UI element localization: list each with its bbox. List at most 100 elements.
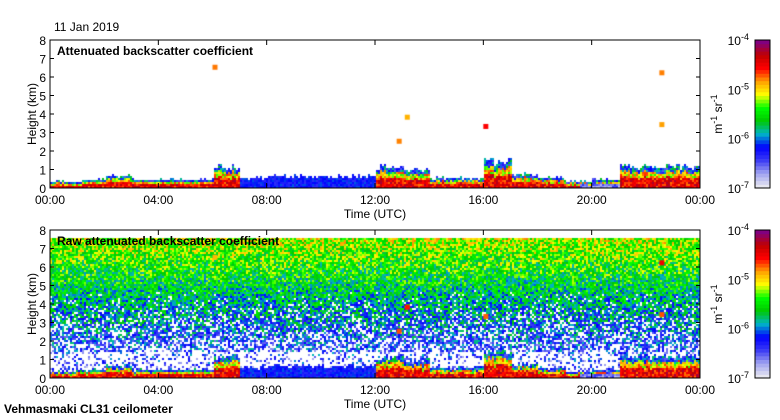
- colorbar-segment: [755, 77, 770, 82]
- colorbar-segment: [755, 125, 770, 130]
- y-tick-label: 7: [39, 53, 46, 67]
- y-tick-label: 0: [39, 182, 46, 196]
- colorbar-segment: [755, 40, 770, 45]
- colorbar-segment: [755, 315, 770, 320]
- colorbar-segment: [755, 65, 770, 71]
- x-tick-label: 12:00: [360, 193, 390, 207]
- colorbar-segment: [755, 366, 770, 372]
- colorbar-segment: [755, 289, 770, 294]
- x-tick-label: 04:00: [143, 193, 173, 207]
- colorbar-segment: [755, 285, 770, 290]
- colorbar-segment: [755, 322, 770, 327]
- y-tick-label: 6: [39, 71, 46, 85]
- colorbar-segment: [755, 241, 770, 246]
- y-tick-label: 3: [39, 127, 46, 141]
- colorbar-segment: [755, 274, 770, 279]
- colorbar-segment: [755, 69, 770, 74]
- colorbar-segment: [755, 374, 770, 379]
- colorbar-segment: [755, 136, 770, 141]
- x-tick-label: 12:00: [360, 383, 390, 397]
- x-tick-label: 20:00: [577, 193, 607, 207]
- y-tick-label: 4: [39, 108, 46, 122]
- instrument-label: Vehmasmaki CL31 ceilometer: [4, 402, 173, 416]
- colorbar-segment: [755, 230, 770, 235]
- panel-1: Attenuated backscatter coefficient 0 1 2 3 4 5…: [25, 32, 771, 221]
- colorbar-segment: [755, 233, 770, 238]
- x-axis-label: Time (UTC): [344, 397, 406, 411]
- x-axis-label: Time (UTC): [344, 207, 406, 221]
- colorbar-segment: [755, 296, 770, 301]
- x-tick-label: 04:00: [143, 383, 173, 397]
- colorbar-segment: [755, 326, 770, 331]
- panel-title: Raw attenuated backscatter coefficient: [57, 234, 279, 248]
- y-tick-label: 4: [39, 298, 46, 312]
- colorbar-segment: [755, 341, 770, 346]
- y-tick-label: 1: [39, 164, 46, 178]
- colorbar-segment: [755, 270, 770, 275]
- date-label: 11 Jan 2019: [54, 20, 120, 34]
- colorbar-segment: [755, 180, 770, 185]
- heatmap-image: [50, 40, 700, 188]
- colorbar-segment: [755, 237, 770, 242]
- exponent: -5: [741, 271, 749, 281]
- colorbar-segment: [755, 176, 770, 182]
- colorbar-segment: [755, 352, 770, 357]
- panel-2: Raw attenuated backscatter coefficient 0 1…: [25, 222, 771, 411]
- colorbar-frame: [754, 39, 771, 189]
- colorbar-frame: [754, 229, 771, 379]
- colorbar-segment: [755, 154, 770, 159]
- colorbar-segment: [755, 143, 770, 148]
- y-tick-label: 8: [39, 224, 46, 238]
- colorbar-segment: [755, 151, 770, 156]
- colorbar-segment: [755, 162, 770, 167]
- colorbar-segment: [755, 88, 770, 93]
- colorbar-label: m-1 sr-1: [709, 94, 725, 133]
- colorbar-segment: [755, 281, 770, 286]
- y-tick-label: 5: [39, 90, 46, 104]
- colorbar-segment: [755, 106, 770, 111]
- x-tick-label: 08:00: [252, 193, 282, 207]
- heatmap-image: [50, 230, 700, 378]
- colorbar-segment: [755, 255, 770, 261]
- colorbar-segment: [755, 73, 770, 78]
- y-axis-label: Height (km): [25, 83, 39, 145]
- colorbar-segment: [755, 263, 770, 268]
- y-tick-label: 5: [39, 280, 46, 294]
- colorbar-segment: [755, 102, 770, 108]
- panel-title: Attenuated backscatter coefficient: [57, 44, 253, 58]
- x-tick-label: 20:00: [577, 383, 607, 397]
- colorbar-segment: [755, 359, 770, 364]
- exponent: -4: [741, 222, 749, 232]
- x-tick-label: 00:00: [35, 383, 65, 397]
- y-tick-label: 6: [39, 261, 46, 275]
- colorbar-tick-label: 10-5: [728, 271, 749, 287]
- y-axis-label: Height (km): [25, 273, 39, 335]
- colorbar-tick-label: 10-5: [728, 81, 749, 97]
- colorbar-tick-label: 10-7: [728, 180, 749, 196]
- colorbar-segment: [755, 80, 770, 85]
- colorbar-segment: [755, 355, 770, 360]
- colorbar-segment: [755, 84, 770, 89]
- exponent: -7: [741, 370, 749, 380]
- x-tick-label: 00:00: [35, 193, 65, 207]
- colorbar-tick-label: 10-7: [728, 370, 749, 386]
- y-tick-label: 7: [39, 243, 46, 257]
- colorbar-label: m-1 sr-1: [709, 284, 725, 323]
- colorbar-segment: [755, 95, 770, 100]
- colorbar-segment: [755, 248, 770, 253]
- x-tick-label: 08:00: [252, 383, 282, 397]
- colorbar-segment: [755, 304, 770, 309]
- y-tick-label: 2: [39, 145, 46, 159]
- colorbar-segment: [755, 329, 770, 335]
- colorbar-segment: [755, 173, 770, 178]
- colorbar-segment: [755, 121, 770, 126]
- colorbar-segment: [755, 244, 770, 249]
- colorbar-segment: [755, 114, 770, 119]
- colorbar-segment: [755, 132, 770, 137]
- colorbar-segment: [755, 252, 770, 257]
- colorbar-segment: [755, 307, 770, 312]
- colorbar-segment: [755, 311, 770, 316]
- y-tick-label: 8: [39, 34, 46, 48]
- colorbar-segment: [755, 51, 770, 56]
